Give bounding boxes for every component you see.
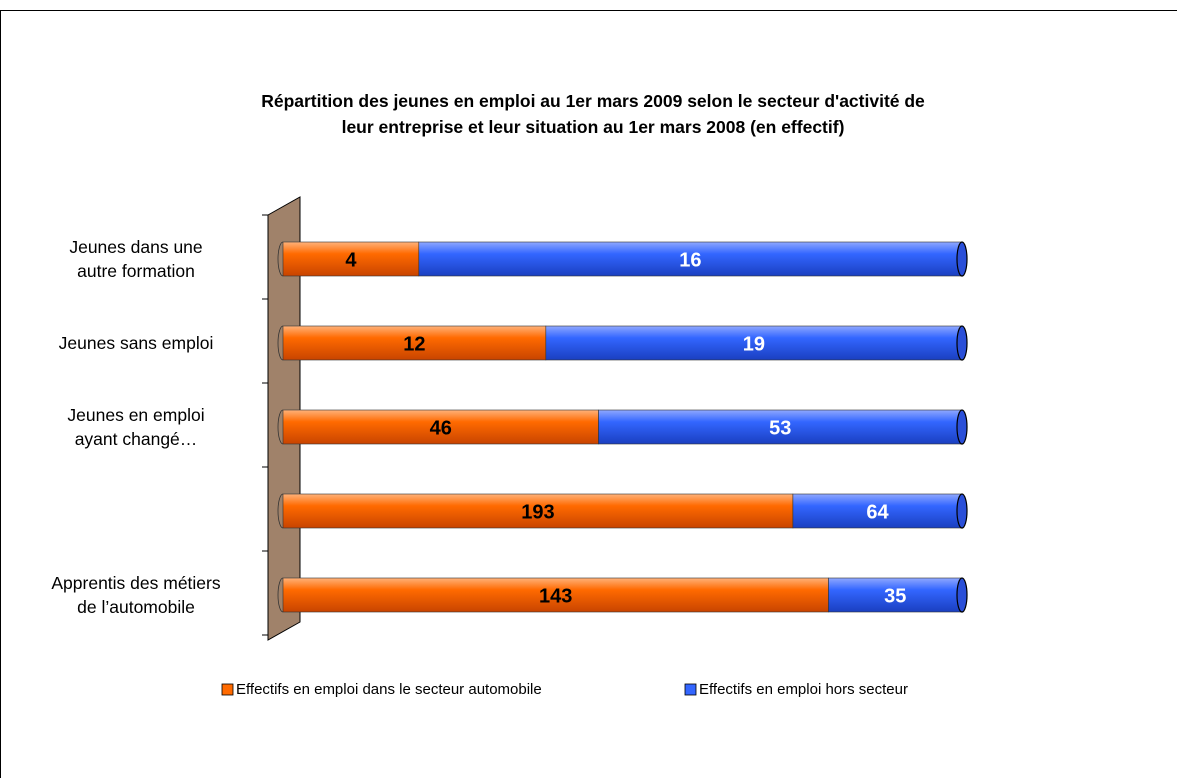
legend-label: Effectifs en emploi hors secteur [699,681,908,698]
value-label: 193 [521,501,554,523]
bar-end [956,325,968,361]
bar-segment [418,241,963,277]
bar-start [277,409,284,445]
legend-label: Effectifs en emploi dans le secteur auto… [236,681,542,698]
bar-end [956,409,968,445]
bar-end [956,493,968,529]
bar-segment [598,409,963,445]
value-label: 19 [743,333,765,355]
bar-end [956,577,968,613]
category-label: Jeunes dans une autre formation [69,237,203,281]
bar-start [277,241,284,277]
bar-segment [828,577,963,613]
value-label: 64 [866,501,889,523]
bar-segment [282,493,794,529]
legend-swatch [221,683,234,696]
bar-end [956,241,968,277]
bar-segment [545,325,963,361]
category-label: Jeunes sans emploi [58,333,214,353]
value-label: 35 [884,585,906,607]
legend-swatch [684,683,697,696]
chart-title: Répartition des jeunes en emploi au 1er … [261,91,925,137]
value-label: 143 [539,585,572,607]
chart-border [0,10,1177,778]
category-label: Apprentis des métiers de l’automobile [51,573,221,617]
bar-segment [792,493,963,529]
category-label: Jeunes en emploi ayant changé… [67,405,205,449]
value-label: 53 [769,417,791,439]
bar-start [277,325,284,361]
value-label: 12 [403,333,425,355]
value-label: 4 [345,249,357,271]
bar-start [277,577,284,613]
value-label: 16 [679,249,701,271]
bar-segment [282,241,420,277]
value-label: 46 [430,417,452,439]
bar-start [277,493,284,529]
